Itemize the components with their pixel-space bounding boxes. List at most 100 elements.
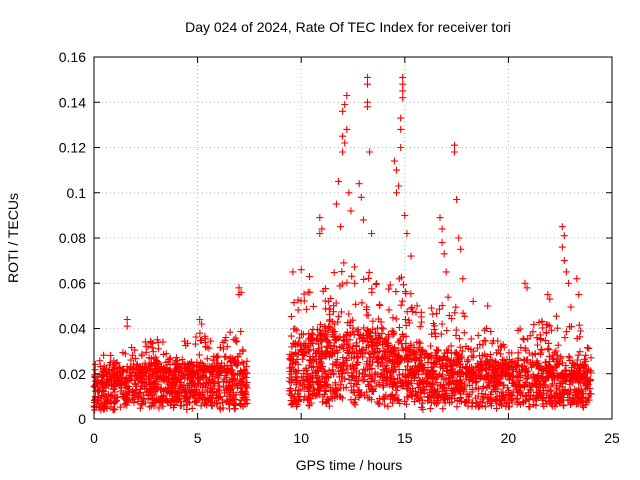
data-point	[104, 390, 112, 398]
data-point	[237, 367, 245, 375]
data-point	[364, 80, 371, 88]
data-point	[199, 362, 207, 370]
data-point	[576, 348, 584, 356]
data-point	[316, 214, 324, 222]
data-point	[392, 366, 400, 374]
data-point	[339, 362, 347, 370]
data-point	[221, 337, 229, 345]
data-point	[394, 346, 402, 354]
data-point	[394, 353, 401, 361]
data-point	[461, 380, 469, 388]
data-point	[481, 403, 489, 411]
data-point	[369, 317, 377, 325]
data-point	[313, 334, 321, 342]
data-point	[488, 339, 496, 347]
data-point	[382, 365, 390, 372]
data-point	[336, 333, 344, 341]
data-point	[96, 363, 104, 371]
data-point	[239, 403, 247, 410]
data-point	[121, 378, 128, 386]
data-point	[315, 356, 323, 363]
data-point	[532, 383, 540, 391]
data-point	[194, 369, 201, 377]
data-point	[386, 281, 394, 289]
data-point	[292, 348, 300, 356]
data-point	[216, 393, 224, 401]
data-point	[242, 374, 250, 381]
x-tick-label: 0	[90, 430, 98, 446]
data-point	[469, 353, 477, 361]
data-point	[405, 319, 413, 327]
data-point	[287, 332, 295, 340]
data-point	[150, 369, 158, 377]
data-point	[165, 375, 173, 383]
data-point	[409, 308, 417, 315]
data-point	[557, 354, 565, 362]
data-point	[379, 325, 387, 333]
data-point	[556, 399, 563, 407]
data-point	[574, 394, 582, 402]
data-point	[184, 363, 191, 371]
data-point	[173, 357, 181, 365]
data-point	[555, 360, 563, 368]
data-point	[479, 384, 487, 392]
data-point	[430, 326, 438, 334]
data-point	[462, 363, 470, 371]
data-point	[119, 349, 127, 357]
data-point	[199, 371, 207, 379]
data-point	[407, 252, 415, 260]
data-point	[499, 368, 507, 376]
data-point	[526, 332, 534, 340]
data-point	[335, 177, 342, 185]
data-point	[441, 395, 449, 403]
data-point	[523, 366, 531, 374]
data-point	[295, 397, 303, 405]
data-point	[186, 389, 194, 397]
data-point	[395, 395, 403, 403]
data-point	[548, 326, 555, 334]
data-point	[155, 404, 163, 412]
data-point	[154, 358, 162, 366]
data-point	[181, 337, 189, 345]
data-point	[322, 387, 329, 395]
data-point	[293, 341, 301, 348]
data-point	[393, 166, 400, 174]
data-point	[198, 320, 206, 328]
data-point	[350, 331, 358, 339]
data-point	[400, 333, 408, 341]
data-point	[417, 354, 425, 362]
data-point	[408, 303, 416, 311]
data-point	[366, 148, 374, 156]
data-point	[452, 331, 460, 339]
data-point	[111, 399, 118, 406]
data-point	[109, 375, 117, 383]
data-point	[242, 393, 250, 401]
data-point	[393, 386, 401, 394]
data-point	[548, 402, 556, 410]
data-point	[351, 374, 359, 382]
data-point	[447, 342, 455, 350]
y-tick-label: 0.02	[59, 366, 86, 382]
data-point	[290, 325, 298, 333]
data-point	[354, 326, 362, 334]
data-point	[342, 336, 350, 343]
data-point	[456, 378, 464, 386]
data-point	[154, 380, 162, 388]
data-point	[329, 369, 337, 377]
data-point	[499, 381, 507, 389]
data-point	[318, 336, 326, 344]
data-point	[358, 333, 366, 341]
data-point	[399, 73, 407, 81]
data-point	[376, 335, 384, 343]
data-point	[166, 354, 174, 362]
data-point	[220, 345, 227, 353]
data-point	[186, 386, 193, 393]
data-point	[476, 340, 484, 348]
data-point	[323, 373, 331, 381]
data-point	[368, 285, 376, 293]
data-point	[522, 346, 530, 354]
data-point	[373, 398, 381, 406]
data-point	[305, 394, 313, 402]
data-point	[420, 386, 428, 394]
data-point	[135, 389, 143, 397]
